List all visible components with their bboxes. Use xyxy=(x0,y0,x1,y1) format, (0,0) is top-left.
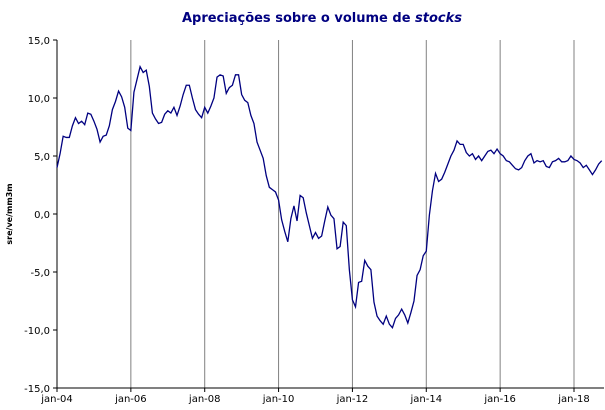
title-main: Apreciações sobre o volume de xyxy=(182,11,411,26)
y-tick-label: -15,0 xyxy=(24,384,50,395)
x-tick-label: jan-06 xyxy=(114,394,147,405)
y-axis-label: sre/ve/mm3m xyxy=(5,183,14,244)
x-tick-label: jan-12 xyxy=(336,394,369,405)
title-emphasis: stocks xyxy=(415,11,462,26)
y-tick-label: 15,0 xyxy=(28,36,50,47)
x-tick-label: jan-16 xyxy=(483,394,516,405)
x-tick-label: jan-08 xyxy=(188,394,221,405)
y-tick-label: -5,0 xyxy=(30,268,50,279)
y-tick-label: 0,0 xyxy=(34,210,50,221)
y-tick-label: -10,0 xyxy=(24,326,50,337)
x-tick-label: jan-18 xyxy=(557,394,590,405)
y-tick-label: 10,0 xyxy=(28,94,50,105)
x-tick-label: jan-10 xyxy=(262,394,295,405)
x-tick-label: jan-04 xyxy=(40,394,73,405)
y-tick-label: 5,0 xyxy=(34,152,50,163)
chart-title: Apreciações sobre o volume de stocks xyxy=(182,11,462,26)
data-line xyxy=(56,64,603,329)
x-tick-label: jan-14 xyxy=(409,394,442,405)
